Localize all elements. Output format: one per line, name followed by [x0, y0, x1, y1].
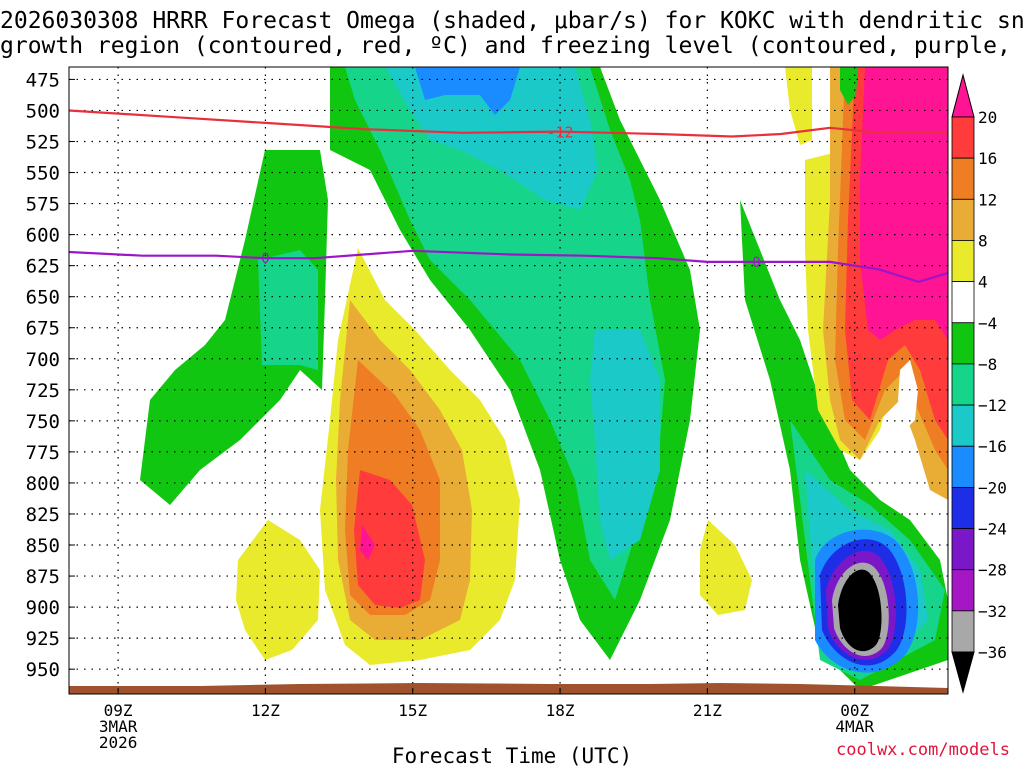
y-tick-label: 775	[26, 442, 60, 464]
colorbar-swatch	[951, 363, 975, 406]
y-tick-label: 925	[26, 628, 60, 650]
colorbar-label: 20	[978, 108, 997, 127]
y-tick-label: 475	[26, 69, 60, 91]
omega-shade-yellow-right	[700, 520, 752, 615]
contour-line	[68, 109, 948, 138]
colorbar-swatch	[951, 445, 975, 488]
colorbar-label: −28	[978, 561, 1007, 580]
x-tick-label: 2026	[99, 733, 138, 752]
omega-shade-cyan-upper	[385, 67, 598, 210]
omega-shade-black-right	[838, 569, 882, 652]
colorbar-label: −20	[978, 478, 1007, 497]
x-tick-label: 3MAR	[99, 717, 138, 736]
omega-shade-yellow-left	[236, 520, 320, 660]
omega-shade-white-pocket-right	[898, 360, 918, 430]
y-tick-label: 700	[26, 349, 60, 371]
x-tick-label: 21Z	[693, 701, 722, 720]
colorbar-label: 12	[978, 190, 997, 209]
y-tick-label: 625	[26, 256, 60, 278]
x-tick-label: 12Z	[251, 701, 280, 720]
x-tick-label: 00Z	[840, 701, 869, 720]
colorbar-label: −4	[978, 314, 997, 333]
colorbar-swatch	[951, 610, 975, 653]
contour-line	[68, 249, 949, 283]
colorbar-swatch	[951, 322, 975, 365]
chart-title-line-2: growth region (contoured, red, ºC) and f…	[0, 33, 1024, 59]
omega-shade-cyan-mid	[590, 330, 660, 560]
y-tick-label: 600	[26, 225, 60, 247]
y-tick-label: 825	[26, 504, 60, 526]
credit-link[interactable]: coolwx.com/models	[836, 740, 1010, 760]
colorbar-swatch	[951, 198, 975, 241]
y-tick-label: 950	[26, 659, 60, 681]
y-tick-label: 650	[26, 287, 60, 309]
omega-shade-teal-left	[258, 250, 318, 370]
colorbar-swatch	[951, 486, 975, 529]
contour-label-red: -12	[547, 124, 574, 142]
y-tick-label: 675	[26, 318, 60, 340]
y-tick-label: 725	[26, 380, 60, 402]
colorbar-label: 8	[978, 231, 988, 250]
y-tick-label: 875	[26, 566, 60, 588]
colorbar-swatch	[951, 404, 975, 447]
x-axis-label: Forecast Time (UTC)	[391, 744, 633, 768]
omega-shade-magenta-right	[860, 67, 948, 340]
y-tick-label: 800	[26, 473, 60, 495]
omega-shade-teal-main	[345, 67, 665, 600]
omega-shade-blue-upper	[415, 67, 520, 115]
colorbar-label: −36	[978, 643, 1007, 662]
colorbar-label: −8	[978, 355, 997, 374]
omega-shade-red-main	[354, 470, 425, 608]
colorbar-label: −16	[978, 437, 1007, 456]
x-tick-label: 4MAR	[835, 717, 874, 736]
colorbar-label: −12	[978, 396, 1007, 415]
omega-shade-magenta-main	[360, 525, 375, 560]
y-tick-label: 850	[26, 535, 60, 557]
omega-shade-green-small-right	[840, 67, 858, 105]
colorbar-swatch	[951, 528, 975, 571]
chart-title-line-1: 2026030308 HRRR Forecast Omega (shaded, …	[0, 8, 1024, 34]
colorbar-swatch	[951, 281, 975, 324]
y-tick-label: 750	[26, 411, 60, 433]
colorbar-label: 16	[978, 149, 997, 168]
y-tick-label: 900	[26, 597, 60, 619]
x-tick-label: 09Z	[104, 701, 133, 720]
colorbar-label: −24	[978, 520, 1007, 539]
colorbar-swatch	[951, 157, 975, 200]
y-tick-label: 500	[26, 100, 60, 122]
y-tick-label: 550	[26, 163, 60, 185]
contour-label-purple: 0	[261, 251, 269, 267]
colorbar-label: −32	[978, 602, 1007, 621]
colorbar-swatch	[951, 116, 975, 159]
colorbar-top-arrow	[951, 73, 975, 118]
y-tick-label: 575	[26, 194, 60, 216]
terrain-ground	[69, 683, 948, 694]
x-tick-label: 15Z	[398, 701, 427, 720]
colorbar-bottom-arrow	[951, 651, 975, 694]
plot-frame	[68, 66, 949, 695]
x-tick-label: 18Z	[546, 701, 575, 720]
colorbar-swatch	[951, 569, 975, 612]
colorbar-label: 4	[978, 273, 988, 292]
y-tick-label: 525	[26, 131, 60, 153]
colorbar-swatch	[951, 240, 975, 283]
contour-label-purple: 0	[752, 255, 760, 271]
